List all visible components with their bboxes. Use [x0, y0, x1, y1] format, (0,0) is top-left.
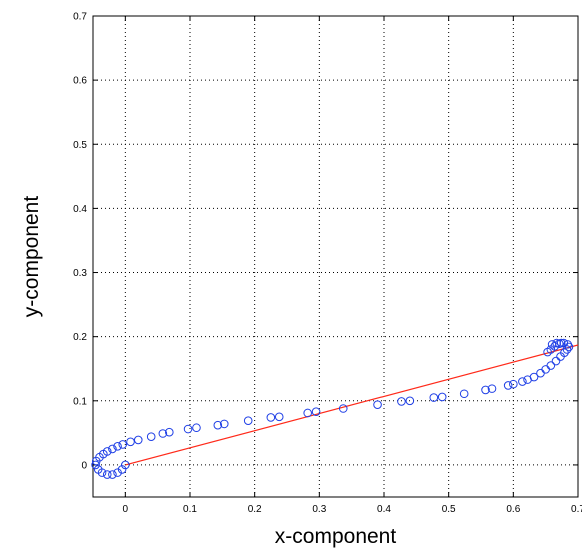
data-point — [303, 408, 312, 418]
x-tick-label: 0.3 — [312, 504, 326, 515]
x-tick-label: 0.4 — [377, 504, 391, 515]
data-point — [546, 361, 556, 370]
data-point — [121, 460, 130, 470]
data-point — [213, 420, 223, 430]
y-tick-labels: 0 0.1 0.2 0.3 0.4 0.5 0.6 0.7 — [73, 12, 87, 472]
data-point — [102, 447, 112, 456]
data-point — [243, 416, 253, 425]
data-point — [543, 347, 552, 357]
data-point — [547, 340, 557, 349]
x-tick-label: 0.5 — [442, 504, 456, 515]
data-point — [551, 356, 561, 366]
data-point — [338, 404, 348, 413]
data-point — [113, 468, 122, 477]
tick-marks — [93, 15, 579, 497]
data-point — [373, 400, 382, 409]
data-point — [133, 435, 143, 445]
x-tick-label: 0.2 — [248, 504, 262, 515]
data-point — [113, 442, 122, 451]
data-point — [266, 413, 276, 422]
data-point — [518, 377, 527, 386]
y-tick-label: 0.6 — [73, 76, 87, 87]
data-point — [102, 470, 112, 479]
data-point — [459, 389, 469, 399]
data-point — [529, 372, 539, 382]
data-point — [552, 338, 561, 348]
data-point — [146, 432, 156, 442]
data-point — [183, 424, 193, 434]
data-point — [437, 392, 447, 402]
y-tick-label: 0.1 — [73, 396, 87, 407]
fit-line — [125, 344, 579, 466]
data-point — [118, 440, 128, 449]
x-tick-label: 0.1 — [183, 504, 197, 515]
data-point — [509, 379, 518, 389]
data-point — [192, 423, 201, 433]
plot-area — [92, 15, 579, 498]
data-point — [311, 407, 321, 417]
data-point — [117, 465, 127, 474]
data-point — [556, 338, 566, 348]
data-point — [219, 419, 229, 429]
data-point — [487, 384, 497, 393]
y-tick-label: 0.4 — [73, 204, 87, 215]
y-tick-label: 0.3 — [73, 268, 87, 279]
data-point — [503, 381, 513, 390]
x-axis-label: x-component — [275, 525, 397, 548]
grid-lines — [93, 15, 579, 497]
data-point — [274, 412, 284, 422]
data-point — [397, 397, 406, 406]
y-tick-label: 0.2 — [73, 332, 87, 343]
x-tick-label: 0.6 — [506, 504, 520, 515]
data-point — [165, 427, 174, 437]
y-tick-label: 0.5 — [73, 140, 87, 151]
data-point — [481, 385, 490, 395]
data-point — [108, 470, 117, 479]
x-tick-labels: 0 0.1 0.2 0.3 0.4 0.5 0.6 0.7 — [123, 504, 582, 515]
y-axis-label: y-component — [20, 196, 43, 318]
data-point — [429, 393, 439, 402]
data-point — [108, 444, 117, 454]
data-point — [158, 429, 168, 438]
data-series — [91, 338, 579, 479]
x-tick-label: 0.7 — [571, 504, 582, 515]
data-point — [126, 437, 135, 447]
data-point — [91, 460, 100, 470]
data-point — [93, 465, 103, 474]
x-tick-label: 0 — [123, 504, 129, 515]
data-point — [563, 340, 572, 349]
data-point — [405, 396, 415, 406]
y-tick-label: 0.7 — [73, 12, 87, 23]
y-tick-label: 0 — [81, 460, 87, 471]
